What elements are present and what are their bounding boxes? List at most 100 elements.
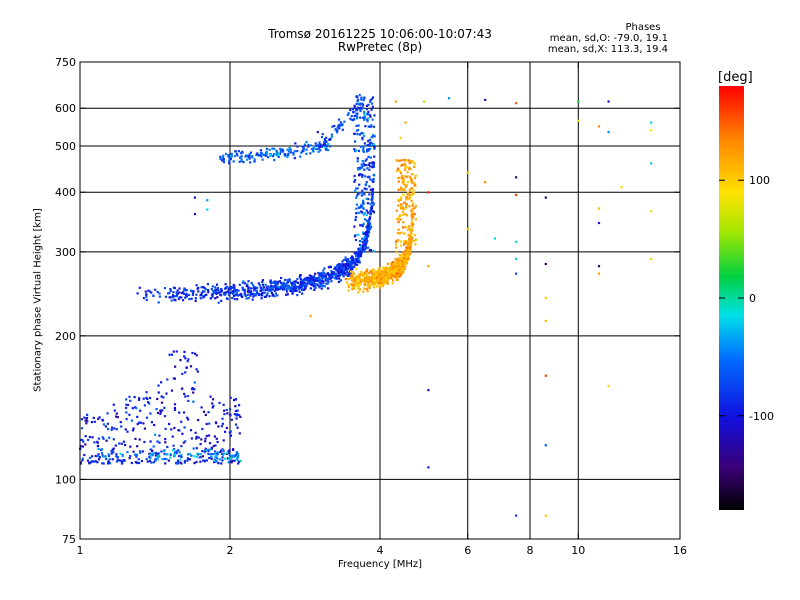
echo-point (322, 282, 325, 285)
echo-point (355, 124, 358, 127)
echo-point (186, 416, 189, 419)
echo-point (286, 287, 289, 290)
echo-point (81, 438, 84, 442)
echo-point (427, 265, 430, 268)
echo-point (210, 446, 213, 449)
echo-point (205, 422, 208, 426)
echo-point (238, 404, 241, 407)
echo-point (299, 274, 302, 277)
echo-point (402, 213, 405, 216)
echo-point (355, 253, 359, 256)
echo-point (212, 404, 215, 407)
echo-point (367, 272, 371, 275)
echo-point (413, 207, 416, 210)
echo-point (353, 132, 356, 135)
echo-point (212, 445, 215, 448)
echo-point (85, 416, 89, 420)
echo-point (356, 278, 359, 281)
echo-point (484, 181, 487, 184)
echo-point (260, 151, 263, 155)
echo-point (166, 453, 169, 456)
echo-point (409, 197, 412, 200)
echo-point (192, 400, 195, 403)
echo-point (93, 441, 96, 444)
echo-point (331, 272, 334, 275)
echo-point (305, 283, 308, 286)
echo-point (354, 283, 358, 286)
echo-point (223, 452, 226, 455)
echo-point (400, 196, 403, 199)
echo-point (291, 291, 294, 294)
echo-point (371, 164, 374, 167)
echo-point (342, 267, 345, 270)
echo-point (391, 282, 394, 285)
echo-point (361, 224, 364, 227)
echo-point (181, 432, 184, 435)
echo-point (357, 247, 360, 251)
echo-point (111, 458, 114, 461)
echo-point (226, 412, 229, 415)
echo-point (325, 273, 328, 276)
echo-point (186, 459, 189, 462)
echo-point (149, 290, 152, 293)
echo-point (362, 282, 366, 285)
echo-point (94, 454, 97, 458)
echo-point (191, 351, 194, 355)
echo-point (387, 274, 390, 277)
echo-point (362, 99, 365, 102)
echo-point (261, 280, 264, 284)
echo-point (256, 152, 259, 155)
echo-point (404, 159, 407, 162)
echo-point (345, 263, 348, 266)
echo-point (138, 421, 141, 424)
echo-point (116, 416, 119, 419)
echo-point (185, 289, 188, 292)
echo-point (397, 180, 400, 183)
echo-point (369, 100, 372, 103)
echo-point (249, 287, 252, 290)
echo-point (230, 154, 233, 157)
echo-point (152, 461, 156, 464)
echo-point (178, 455, 181, 458)
echo-point (359, 253, 362, 256)
echo-point (330, 276, 333, 279)
echo-point (413, 165, 416, 168)
echo-point (329, 265, 332, 268)
echo-point (283, 282, 286, 285)
echo-point (392, 270, 395, 273)
echo-point (173, 377, 176, 380)
echo-point (189, 429, 193, 432)
echo-point (359, 224, 362, 227)
echo-point (365, 144, 368, 147)
echo-point (125, 406, 128, 410)
echo-point (358, 93, 361, 97)
echo-point (320, 284, 323, 287)
echo-point (230, 461, 233, 464)
echo-point (221, 156, 224, 159)
echo-point (202, 296, 205, 299)
echo-point (369, 223, 372, 226)
echo-point (357, 259, 360, 262)
echo-point (363, 111, 366, 114)
echo-point (412, 191, 416, 194)
echo-point (407, 257, 410, 260)
echo-point (216, 457, 219, 460)
echo-point (217, 425, 220, 428)
echo-point (236, 298, 239, 301)
echo-point (79, 462, 82, 465)
echo-point (407, 251, 410, 255)
echo-point (399, 198, 402, 201)
echo-point (378, 267, 381, 270)
echo-point (335, 277, 339, 280)
echo-point (242, 161, 245, 164)
echo-point (405, 202, 408, 205)
echo-point (195, 435, 198, 438)
echo-point (181, 299, 185, 302)
echo-point (176, 289, 179, 292)
echo-point (381, 277, 384, 280)
echo-point (408, 175, 411, 178)
echo-point (81, 457, 84, 460)
echo-point (401, 270, 404, 273)
echo-point (149, 460, 152, 463)
echo-point (124, 428, 127, 431)
